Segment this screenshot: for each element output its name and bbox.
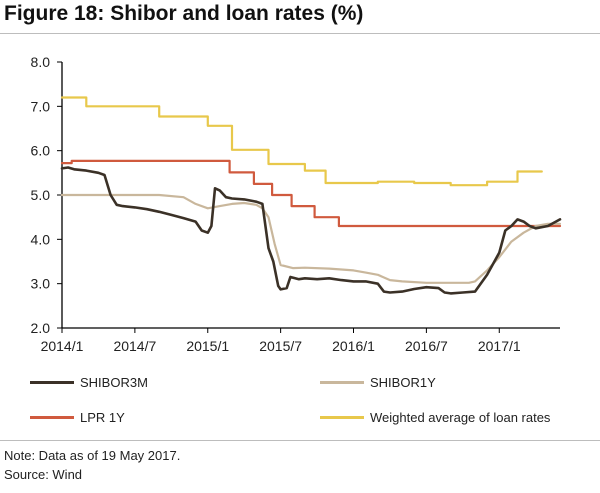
note-text: Note: Data as of 19 May 2017.: [4, 448, 181, 463]
figure-title: Figure 18: Shibor and loan rates (%): [4, 2, 364, 25]
y-tick-label: 5.0: [31, 187, 51, 203]
legend-swatch-shibor1y: [320, 381, 364, 384]
legend-label-shibor1y: SHIBOR1Y: [370, 375, 436, 390]
legend-item-shibor1y: SHIBOR1Y: [320, 375, 436, 390]
y-tick-label: 4.0: [31, 231, 51, 247]
chart-area: 2.0 3.0 4.0 5.0 6.0 7.0 8.0 2014/1 2014/7 2015/1 2…: [31, 54, 562, 354]
x-tick-label: 2016/7: [405, 338, 448, 354]
y-tick-label: 2.0: [31, 320, 51, 336]
legend-swatch-lpr1y: [30, 416, 74, 419]
series-line-lpr-1y: [60, 159, 562, 228]
x-tick-label: 2014/1: [41, 338, 84, 354]
y-tick-label: 3.0: [31, 276, 51, 292]
series-line-weighted-average-of-loan-rates: [60, 96, 543, 187]
x-tick-label: 2014/7: [113, 338, 156, 354]
legend-label-weighted-average: Weighted average of loan rates: [370, 410, 551, 425]
legend-item-shibor3m: SHIBOR3M: [30, 375, 148, 390]
legend-swatch-weighted-average: [320, 416, 364, 419]
legend-swatch-shibor3m: [30, 381, 74, 384]
legend-label-lpr1y: LPR 1Y: [80, 410, 125, 425]
y-tick-label: 6.0: [31, 143, 51, 159]
title-divider: [0, 33, 600, 34]
x-tick-label: 2015/1: [186, 338, 229, 354]
source-text: Source: Wind: [4, 467, 83, 482]
legend-item-lpr1y: LPR 1Y: [30, 410, 125, 425]
x-tick-label: 2017/1: [478, 338, 521, 354]
x-tick-label: 2016/1: [332, 338, 375, 354]
y-tick-label: 7.0: [31, 98, 51, 114]
footer-divider: [0, 440, 600, 441]
legend-item-weighted-average: Weighted average of loan rates: [320, 410, 550, 425]
series-line-shibor3m: [60, 166, 562, 295]
legend-label-shibor3m: SHIBOR3M: [80, 375, 148, 390]
x-tick-label: 2015/7: [259, 338, 302, 354]
y-tick-label: 8.0: [31, 54, 51, 70]
